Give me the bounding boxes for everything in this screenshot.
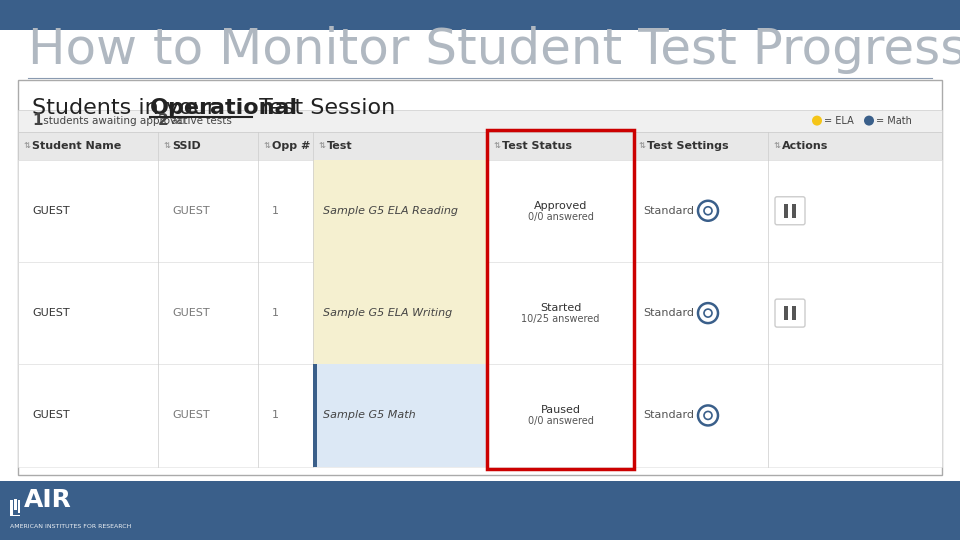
Text: How to Monitor Student Test Progress: How to Monitor Student Test Progress [28, 26, 960, 74]
Text: Student Name: Student Name [32, 140, 121, 151]
Bar [18, 160, 942, 262]
Text: GUEST: GUEST [172, 308, 209, 318]
Bar [0, 481, 960, 540]
Text: GUEST: GUEST [32, 410, 70, 421]
Text: Sample G5 ELA Reading: Sample G5 ELA Reading [323, 206, 458, 216]
Text: active tests: active tests [168, 116, 232, 126]
Text: Sample G5 ELA Writing: Sample G5 ELA Writing [323, 308, 452, 318]
Text: amount of time a test has been paused, or if a test has been submitted.: amount of time a test has been paused, o… [28, 106, 582, 121]
Text: GUEST: GUEST [172, 206, 209, 216]
Text: 1: 1 [272, 206, 279, 216]
FancyBboxPatch shape [775, 299, 805, 327]
Text: Paused: Paused [540, 406, 581, 415]
Bar [18, 262, 942, 364]
Text: Test Settings: Test Settings [647, 140, 729, 151]
Bar [313, 160, 488, 262]
Text: Standard: Standard [643, 308, 694, 318]
Bar [792, 306, 796, 320]
Text: Approved: Approved [534, 201, 588, 211]
Bar [784, 306, 788, 320]
Text: 0/0 answered: 0/0 answered [528, 212, 593, 222]
Text: ⇅: ⇅ [639, 141, 646, 150]
Text: The “Test Status” column shows the number of answered questions on a test, the: The “Test Status” column shows the numbe… [28, 92, 655, 107]
Bar [0, 0, 960, 30]
Text: GUEST: GUEST [32, 308, 70, 318]
Text: 1: 1 [32, 113, 42, 128]
Bar [14, 500, 16, 510]
Text: ⇅: ⇅ [264, 141, 271, 150]
Bar [18, 364, 942, 467]
Text: Sample G5 Math: Sample G5 Math [323, 410, 416, 421]
Text: ⇅: ⇅ [164, 141, 171, 150]
Text: Test Status: Test Status [502, 140, 572, 151]
Text: GUEST: GUEST [32, 206, 70, 216]
Text: ⇅: ⇅ [494, 141, 501, 150]
Bar [313, 364, 488, 467]
Text: ⇅: ⇅ [319, 141, 326, 150]
Text: 10/25 answered: 10/25 answered [521, 314, 600, 324]
Text: GUEST: GUEST [172, 410, 209, 421]
Text: 1: 1 [272, 410, 279, 421]
Text: Test Session: Test Session [252, 98, 396, 118]
Bar [784, 204, 788, 218]
Text: Standard: Standard [643, 410, 694, 421]
Text: ⇅: ⇅ [24, 141, 31, 150]
Bar [313, 364, 317, 467]
Text: Students in your: Students in your [32, 98, 223, 118]
Text: 1: 1 [272, 308, 279, 318]
Text: ⇅: ⇅ [774, 141, 781, 150]
FancyBboxPatch shape [775, 197, 805, 225]
Text: students awaiting approval: students awaiting approval [40, 116, 185, 126]
Text: AMERICAN INSTITUTES FOR RESEARCH: AMERICAN INSTITUTES FOR RESEARCH [10, 524, 132, 529]
Bar [792, 204, 796, 218]
Circle shape [864, 116, 874, 126]
Text: Opp #: Opp # [272, 140, 310, 151]
Bar [17, 500, 20, 512]
Text: Started: Started [540, 303, 581, 313]
Text: Test: Test [327, 140, 352, 151]
Bar [10, 500, 13, 515]
Bar [487, 130, 634, 469]
Text: SSID: SSID [172, 140, 201, 151]
Text: Standard: Standard [643, 206, 694, 216]
Bar [18, 110, 942, 132]
Bar [18, 132, 942, 160]
Text: 2: 2 [158, 113, 169, 128]
Text: Actions: Actions [782, 140, 828, 151]
Text: AIR: AIR [24, 488, 72, 511]
Bar [18, 79, 942, 475]
Bar [313, 262, 488, 364]
Text: = ELA: = ELA [824, 116, 853, 126]
Text: = Math: = Math [876, 116, 912, 126]
Bar [10, 515, 20, 516]
Text: Operational: Operational [150, 98, 299, 118]
Text: 0/0 answered: 0/0 answered [528, 416, 593, 427]
Circle shape [812, 116, 822, 126]
